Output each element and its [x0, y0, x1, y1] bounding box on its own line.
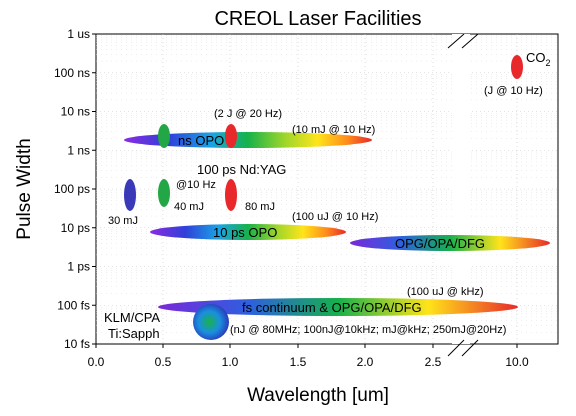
x-tick-label: 2.0	[357, 355, 374, 369]
y-tick-label: 100 ns	[54, 66, 90, 80]
ann-80mj: 80 mJ	[245, 201, 275, 213]
point-100ps-blue	[124, 179, 136, 211]
ann-j-10hz: (J @ 10 Hz)	[484, 85, 543, 97]
chart-title: CREOL Laser Facilities	[214, 8, 421, 30]
x-tick-label: 0.0	[88, 355, 105, 369]
ann-10mj: (10 mJ @ 10 Hz)	[292, 124, 375, 136]
band-fs-continuum	[158, 298, 518, 316]
label-fs-continuum: fs continuum & OPG/OPA/DFG	[242, 300, 422, 315]
label-10ps-opo: 10 ps OPO	[213, 225, 277, 240]
x-tick-label: 0.5	[155, 355, 172, 369]
y-tick-label: 10 fs	[64, 337, 90, 351]
x-tick-label: 2.5	[425, 355, 442, 369]
ann-ti-sapph: Ti:Sapph	[108, 326, 160, 341]
ann-co2: CO2	[526, 50, 551, 68]
ann-klm-cpa: KLM/CPA	[104, 310, 160, 325]
point-ns-red	[225, 124, 237, 148]
y-tick-label: 100 ps	[54, 182, 90, 196]
point-co2	[511, 55, 523, 79]
x-axis-ticks: 0.0 0.5 1.0 1.5 2.0 2.5 10.0	[88, 344, 529, 369]
axis-break	[447, 33, 479, 357]
ann-10hz: @10 Hz	[176, 179, 216, 191]
label-opg-opa-dfg: OPG/OPA/DFG	[395, 236, 485, 251]
x-tick-label: 1.5	[290, 355, 307, 369]
y-tick-label: 1 ns	[67, 143, 90, 157]
ann-100uj-khz: (100 uJ @ kHz)	[407, 286, 484, 298]
y-tick-label: 1 ps	[67, 260, 90, 274]
x-axis-title: Wavelength [um]	[247, 385, 389, 406]
ann-ti-sapph-rates: (nJ @ 80MHz; 100nJ@10kHz; mJ@kHz; 250mJ@…	[230, 324, 506, 336]
y-axis-ticks: 1 us 100 ns 10 ns 1 ns 100 ps 10 ps 1 ps 100 fs…	[54, 27, 96, 351]
band-10ps-opo	[150, 224, 346, 240]
point-100ps-green	[158, 179, 170, 207]
ann-2j: (2 J @ 20 Hz)	[214, 108, 282, 120]
point-ns-green	[158, 124, 170, 148]
point-100ps-red	[225, 179, 237, 211]
ann-co2-sub: 2	[546, 58, 551, 68]
y-tick-label: 10 ns	[61, 105, 90, 119]
band-opg-opa-dfg	[350, 235, 550, 251]
point-ti-sapph	[193, 304, 229, 340]
label-ns-opo: ns OPO	[178, 133, 224, 148]
ann-30mj: 30 mJ	[108, 215, 138, 227]
ann-100uj-10hz: (100 uJ @ 10 Hz)	[292, 211, 378, 223]
ann-ndyag: 100 ps Nd:YAG	[197, 162, 286, 177]
y-tick-label: 10 ps	[61, 221, 90, 235]
ann-co2-main: CO	[526, 50, 546, 65]
y-tick-label: 1 us	[67, 27, 90, 41]
x-tick-label: 1.0	[222, 355, 239, 369]
y-tick-label: 100 fs	[57, 298, 90, 312]
band-ns-opo	[124, 132, 372, 148]
x-tick-label: 10.0	[505, 355, 529, 369]
y-axis-title: Pulse Width	[14, 138, 35, 239]
ann-40mj: 40 mJ	[174, 201, 204, 213]
